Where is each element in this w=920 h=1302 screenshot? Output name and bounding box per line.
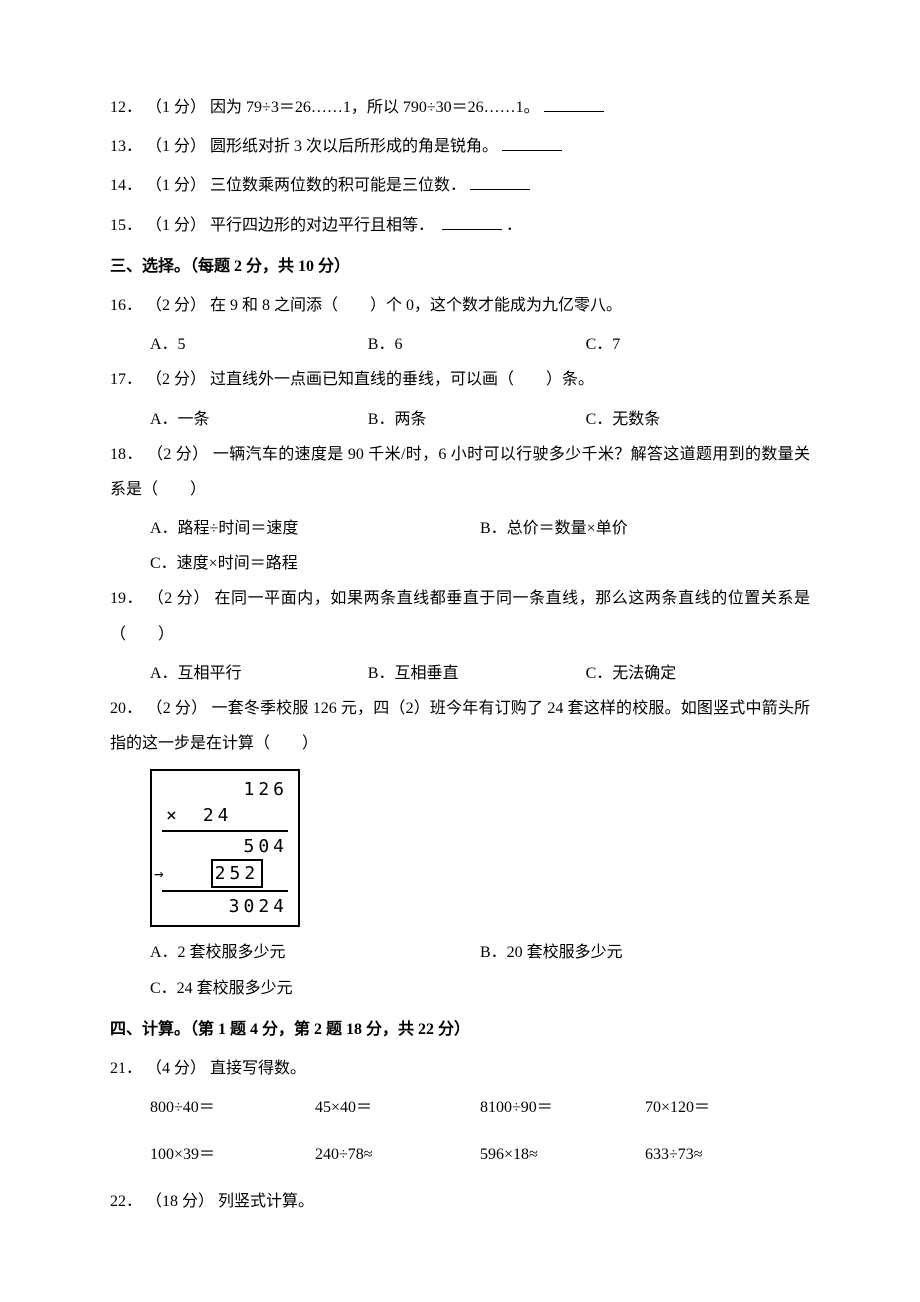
q21-cell: 8100÷90＝ xyxy=(480,1090,645,1125)
q21-cell: 633÷73≈ xyxy=(645,1137,810,1172)
question-22: 22． （18 分） 列竖式计算。 xyxy=(110,1184,810,1219)
q21-cell: 240÷78≈ xyxy=(315,1137,480,1172)
q19-opt-c[interactable]: C．无法确定 xyxy=(586,656,804,691)
q18-text: 一辆汽车的速度是 90 千米/时，6 小时可以行驶多少千米？解答这道题用到的数量… xyxy=(110,446,810,498)
q16-text: 在 9 和 8 之间添（ ）个 0，这个数才能成为九亿零八。 xyxy=(210,297,622,314)
q18-num: 18． xyxy=(110,446,143,463)
q16-options: A．5 B．6 C．7 xyxy=(110,327,810,362)
q15-text: 平行四边形的对边平行且相等． xyxy=(210,217,434,234)
q21-cell: 800÷40＝ xyxy=(150,1090,315,1125)
q16-opt-a[interactable]: A．5 xyxy=(150,327,368,362)
q15-period: ． xyxy=(506,217,522,234)
q17-points: （2 分） xyxy=(146,371,206,388)
calc-row-5: 3024 xyxy=(162,894,288,919)
q21-cell: 596×18≈ xyxy=(480,1137,645,1172)
q22-points: （18 分） xyxy=(146,1193,214,1210)
question-15: 15． （1 分） 平行四边形的对边平行且相等． ． xyxy=(110,208,810,243)
question-13: 13． （1 分） 圆形纸对折 3 次以后所形成的角是锐角。 xyxy=(110,129,810,164)
q18-opt-a[interactable]: A．路程÷时间＝速度 xyxy=(150,511,480,546)
q19-num: 19． xyxy=(110,590,143,607)
q20-opt-c[interactable]: C．24 套校服多少元 xyxy=(150,971,480,1006)
q13-num: 13． xyxy=(110,138,142,155)
q20-num: 20． xyxy=(110,700,142,717)
question-19: 19． （2 分） 在同一平面内，如果两条直线都垂直于同一条直线，那么这两条直线… xyxy=(110,581,810,651)
q20-opt-a[interactable]: A．2 套校服多少元 xyxy=(150,935,480,970)
question-18: 18． （2 分） 一辆汽车的速度是 90 千米/时，6 小时可以行驶多少千米？… xyxy=(110,437,810,507)
q18-opt-b[interactable]: B．总价＝数量×单价 xyxy=(480,511,810,546)
calc-row-4: → 252 xyxy=(162,859,288,888)
q20-text: 一套冬季校服 126 元，四（2）班今年有订购了 24 套这样的校服。如图竖式中… xyxy=(110,700,810,752)
arrow-icon: → xyxy=(154,862,164,884)
q18-opt-c[interactable]: C．速度×时间＝路程 xyxy=(150,546,480,581)
q16-points: （2 分） xyxy=(146,297,206,314)
calc-row-2: × 24 xyxy=(162,803,288,828)
q21-cell: 100×39＝ xyxy=(150,1137,315,1172)
boxed-value: 252 xyxy=(211,859,264,888)
q15-points: （1 分） xyxy=(146,217,206,234)
q19-opt-a[interactable]: A．互相平行 xyxy=(150,656,368,691)
q17-opt-a[interactable]: A．一条 xyxy=(150,402,368,437)
q12-blank[interactable] xyxy=(544,96,604,112)
q15-blank[interactable] xyxy=(442,214,502,230)
q12-num: 12． xyxy=(110,99,142,116)
q21-row-2: 100×39＝ 240÷78≈ 596×18≈ 633÷73≈ xyxy=(150,1137,810,1172)
q20-points: （2 分） xyxy=(147,700,208,717)
q17-opt-c[interactable]: C．无数条 xyxy=(586,402,804,437)
q17-options: A．一条 B．两条 C．无数条 xyxy=(110,402,810,437)
q19-points: （2 分） xyxy=(148,590,210,607)
q20-vertical-calculation: 126 × 24 504 → 252 3024 xyxy=(150,769,300,927)
q21-points: （4 分） xyxy=(146,1060,206,1077)
q15-num: 15． xyxy=(110,217,142,234)
calc-row-1: 126 xyxy=(162,777,288,802)
q16-opt-b[interactable]: B．6 xyxy=(368,327,586,362)
question-14: 14． （1 分） 三位数乘两位数的积可能是三位数． xyxy=(110,168,810,203)
q21-row-1: 800÷40＝ 45×40＝ 8100÷90＝ 70×120＝ xyxy=(150,1090,810,1125)
q14-text: 三位数乘两位数的积可能是三位数． xyxy=(210,177,466,194)
q21-num: 21． xyxy=(110,1060,142,1077)
q13-blank[interactable] xyxy=(502,135,562,151)
q22-text: 列竖式计算。 xyxy=(218,1193,314,1210)
q21-cell: 70×120＝ xyxy=(645,1090,810,1125)
question-12: 12． （1 分） 因为 79÷3＝26……1，所以 790÷30＝26……1。 xyxy=(110,90,810,125)
q16-opt-c[interactable]: C．7 xyxy=(586,327,804,362)
q12-text: 因为 79÷3＝26……1，所以 790÷30＝26……1。 xyxy=(210,99,540,116)
q12-points: （1 分） xyxy=(146,99,206,116)
q18-points: （2 分） xyxy=(147,446,208,463)
q21-calc-table: 800÷40＝ 45×40＝ 8100÷90＝ 70×120＝ 100×39＝ … xyxy=(110,1090,810,1172)
question-17: 17． （2 分） 过直线外一点画已知直线的垂线，可以画（ ）条。 xyxy=(110,362,810,397)
q16-num: 16． xyxy=(110,297,142,314)
q19-opt-b[interactable]: B．互相垂直 xyxy=(368,656,586,691)
q21-text: 直接写得数。 xyxy=(210,1060,306,1077)
q19-text: 在同一平面内，如果两条直线都垂直于同一条直线，那么这两条直线的位置关系是（ ） xyxy=(110,590,810,642)
q17-opt-b[interactable]: B．两条 xyxy=(368,402,586,437)
q20-opt-b[interactable]: B．20 套校服多少元 xyxy=(480,935,810,970)
calc-line-1 xyxy=(162,830,288,832)
q14-points: （1 分） xyxy=(146,177,206,194)
question-21: 21． （4 分） 直接写得数。 xyxy=(110,1051,810,1086)
calc-line-2 xyxy=(162,890,288,892)
q17-num: 17． xyxy=(110,371,142,388)
q13-points: （1 分） xyxy=(146,138,206,155)
q19-options: A．互相平行 B．互相垂直 C．无法确定 xyxy=(110,656,810,691)
section-4-header: 四、计算。（第 1 题 4 分，第 2 题 18 分，共 22 分） xyxy=(110,1012,810,1047)
q22-num: 22． xyxy=(110,1193,142,1210)
question-16: 16． （2 分） 在 9 和 8 之间添（ ）个 0，这个数才能成为九亿零八。 xyxy=(110,288,810,323)
calc-row-3: 504 xyxy=(162,834,288,859)
q14-num: 14． xyxy=(110,177,142,194)
question-20: 20． （2 分） 一套冬季校服 126 元，四（2）班今年有订购了 24 套这… xyxy=(110,691,810,761)
q18-options: A．路程÷时间＝速度 B．总价＝数量×单价 C．速度×时间＝路程 xyxy=(110,511,810,581)
section-3-header: 三、选择。（每题 2 分，共 10 分） xyxy=(110,249,810,284)
q20-options: A．2 套校服多少元 B．20 套校服多少元 C．24 套校服多少元 xyxy=(110,935,810,1005)
q14-blank[interactable] xyxy=(470,174,530,190)
q17-text: 过直线外一点画已知直线的垂线，可以画（ ）条。 xyxy=(210,371,594,388)
q13-text: 圆形纸对折 3 次以后所形成的角是锐角。 xyxy=(210,138,498,155)
q21-cell: 45×40＝ xyxy=(315,1090,480,1125)
